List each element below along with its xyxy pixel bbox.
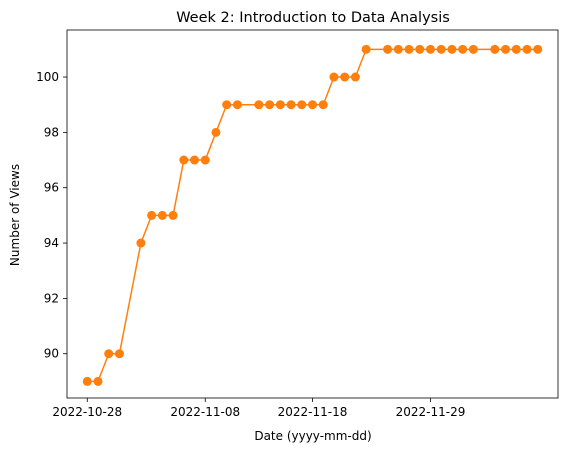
data-point <box>490 44 500 54</box>
data-point <box>415 44 425 54</box>
data-point <box>93 376 103 386</box>
x-tick-label: 2022-11-08 <box>170 405 240 419</box>
data-point <box>114 349 124 359</box>
y-tick-label: 90 <box>44 347 59 361</box>
data-point <box>200 155 210 165</box>
data-point <box>147 210 157 220</box>
y-tick-label: 96 <box>44 181 59 195</box>
data-point <box>468 44 478 54</box>
data-point <box>393 44 403 54</box>
chart-title: Week 2: Introduction to Data Analysis <box>176 10 450 26</box>
data-point <box>232 100 242 110</box>
data-point <box>136 238 146 248</box>
y-axis-label: Number of Views <box>8 164 22 266</box>
data-point <box>222 100 232 110</box>
data-point <box>318 100 328 110</box>
data-point <box>350 72 360 82</box>
data-point <box>254 100 264 110</box>
data-point <box>436 44 446 54</box>
data-point <box>190 155 200 165</box>
data-point <box>458 44 468 54</box>
data-point <box>501 44 511 54</box>
data-point <box>308 100 317 110</box>
y-tick-label: 94 <box>44 236 59 250</box>
data-point <box>297 100 307 110</box>
data-point <box>211 127 221 137</box>
x-axis-ticks: 2022-10-28 2022-11-08 2022-11-18 2022-11-29 <box>52 398 465 419</box>
data-point <box>179 155 189 165</box>
x-tick-label: 2022-11-18 <box>278 405 348 419</box>
y-tick-label: 92 <box>44 291 59 305</box>
data-point <box>340 72 350 82</box>
data-point <box>447 44 457 54</box>
data-point <box>157 210 167 220</box>
series-layer <box>82 44 543 386</box>
data-point <box>265 100 275 110</box>
data-point <box>533 44 543 54</box>
data-point <box>425 44 435 54</box>
x-tick-label: 2022-10-28 <box>52 405 122 419</box>
data-point <box>82 376 92 386</box>
data-point <box>383 44 393 54</box>
data-point <box>286 100 296 110</box>
data-point <box>168 210 178 220</box>
data-point <box>275 100 285 110</box>
data-point <box>511 44 521 54</box>
x-axis-label: Date (yyyy-mm-dd) <box>254 429 371 443</box>
y-tick-label: 98 <box>44 125 59 139</box>
x-tick-label: 2022-11-29 <box>396 405 466 419</box>
data-point <box>361 44 371 54</box>
data-point <box>404 44 414 54</box>
data-point <box>104 349 114 359</box>
data-point <box>522 44 532 54</box>
y-axis-ticks: 90 92 94 96 98 100 <box>36 70 67 361</box>
plot-frame <box>66 29 559 399</box>
y-tick-label: 100 <box>36 70 59 84</box>
data-point <box>329 72 339 82</box>
